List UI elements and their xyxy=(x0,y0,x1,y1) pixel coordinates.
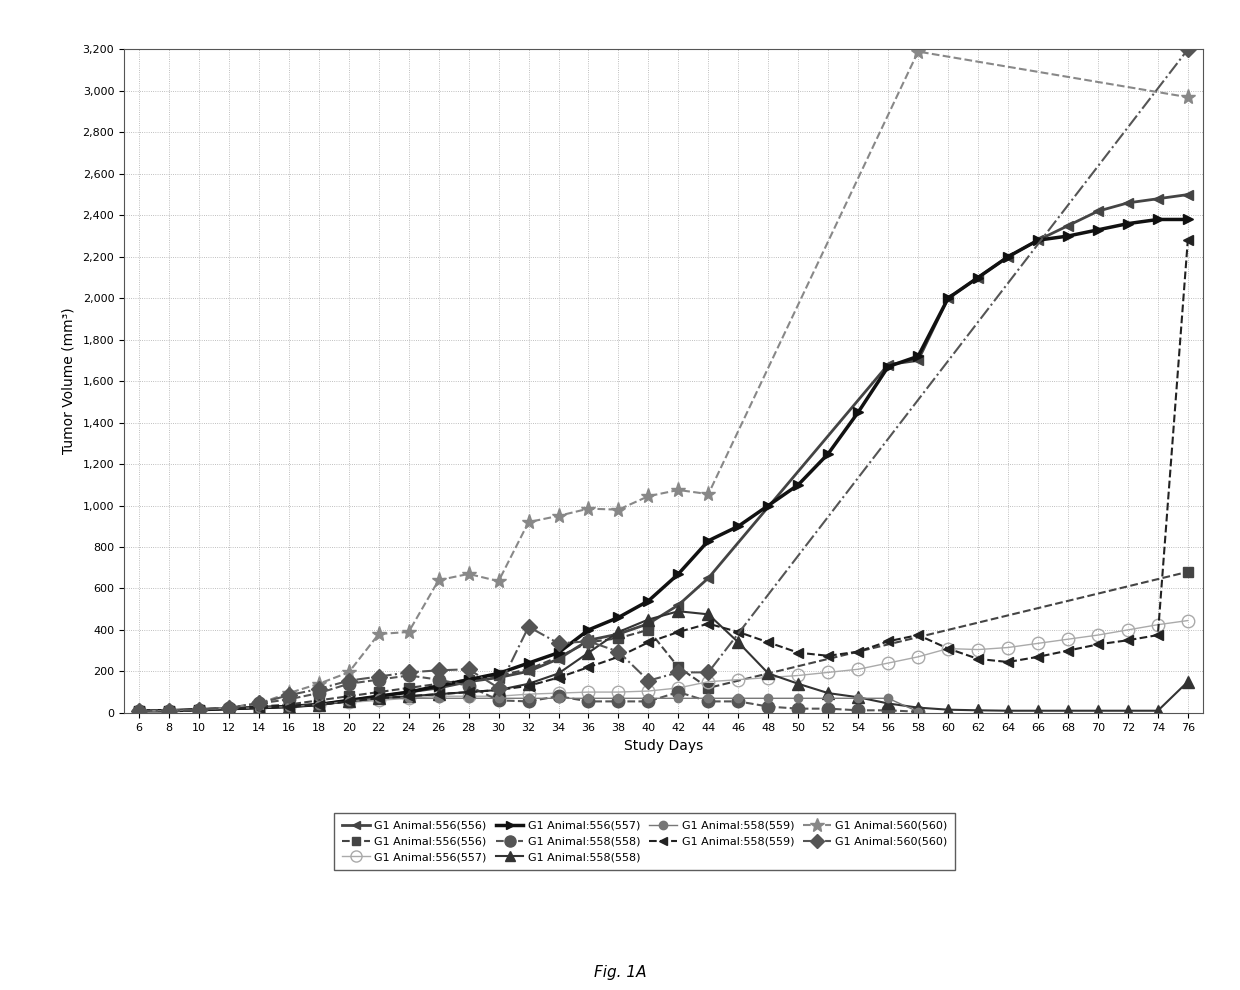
Legend: G1 Animal:556(556), G1 Animal:556(556), G1 Animal:556(557), G1 Animal:556(557), : G1 Animal:556(556), G1 Animal:556(556), … xyxy=(335,813,955,870)
Text: Fig. 1A: Fig. 1A xyxy=(594,965,646,980)
X-axis label: Study Days: Study Days xyxy=(624,740,703,753)
Y-axis label: Tumor Volume (mm³): Tumor Volume (mm³) xyxy=(62,308,76,454)
